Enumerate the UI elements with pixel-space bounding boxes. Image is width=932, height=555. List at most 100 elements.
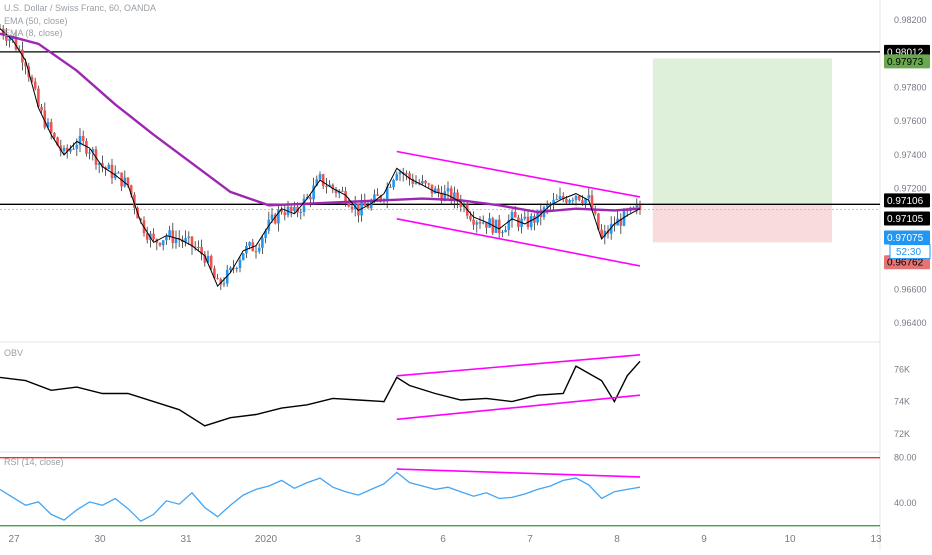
candle-down bbox=[638, 205, 642, 210]
candle-up bbox=[264, 230, 267, 238]
candle-down bbox=[30, 77, 34, 82]
stop-zone bbox=[652, 204, 832, 243]
candle-down bbox=[190, 236, 194, 247]
obv-line bbox=[0, 360, 641, 427]
price-axis: 0.98200 0.97800 0.97600 0.97400 0.97200 0.966… bbox=[884, 15, 931, 508]
candle-up bbox=[257, 247, 261, 252]
candle-up bbox=[270, 214, 274, 220]
candle-up bbox=[446, 188, 450, 192]
price-tick-label: 0.97200 bbox=[894, 184, 927, 194]
candle-up bbox=[501, 232, 504, 234]
candle-down bbox=[430, 184, 434, 194]
horizontal-levels bbox=[0, 51, 880, 210]
candle-up bbox=[453, 192, 456, 202]
candle-down bbox=[216, 278, 219, 280]
candle-up bbox=[328, 184, 331, 187]
candle-up bbox=[72, 148, 75, 150]
candle-down bbox=[59, 145, 63, 152]
candle-up bbox=[11, 38, 15, 40]
candle-down bbox=[81, 135, 85, 142]
price-tick-label: 0.98200 bbox=[894, 15, 927, 25]
time-tick-label: 6 bbox=[440, 534, 446, 545]
candle-down bbox=[309, 196, 312, 200]
candle-up bbox=[229, 267, 232, 270]
candle-up bbox=[369, 201, 373, 209]
candle-down bbox=[145, 233, 149, 240]
candle-up bbox=[574, 195, 578, 200]
candle-up bbox=[318, 174, 322, 180]
candle-up bbox=[507, 220, 511, 231]
rsi-tick-label: 40.00 bbox=[894, 498, 917, 508]
time-tick-label: 10 bbox=[784, 534, 796, 545]
obv-trendline-lower bbox=[396, 394, 641, 421]
ema8-line bbox=[0, 28, 641, 287]
candle-up bbox=[117, 172, 120, 174]
candle-down bbox=[590, 195, 594, 210]
time-tick-label: 3 bbox=[355, 534, 361, 545]
price-tick-label: 0.96600 bbox=[894, 285, 927, 295]
candle-down bbox=[424, 180, 427, 184]
candle-down bbox=[139, 218, 143, 221]
candle-down bbox=[213, 268, 216, 279]
candle-down bbox=[341, 190, 344, 192]
candle-down bbox=[49, 122, 53, 134]
price-tag-label: 0.97075 bbox=[887, 233, 924, 244]
candle-up bbox=[88, 152, 91, 154]
candle-down bbox=[411, 178, 415, 184]
candle-up bbox=[168, 230, 171, 237]
candle-up bbox=[373, 194, 376, 202]
candle-up bbox=[587, 195, 591, 199]
candle-down bbox=[427, 183, 431, 185]
candle-down bbox=[40, 107, 43, 111]
candle-up bbox=[187, 236, 191, 239]
candle-up bbox=[475, 222, 479, 225]
candle-down bbox=[565, 199, 568, 203]
moving-averages bbox=[0, 28, 641, 287]
candle-down bbox=[632, 207, 635, 209]
time-tick-label: 27 bbox=[8, 534, 20, 545]
candle-down bbox=[408, 173, 411, 179]
candle-down bbox=[65, 147, 69, 152]
candle-up bbox=[421, 180, 424, 184]
price-tick-label: 0.97600 bbox=[894, 116, 927, 126]
rsi-line bbox=[0, 471, 641, 522]
candle-down bbox=[203, 254, 207, 263]
candle-down bbox=[363, 201, 367, 206]
ema50-line bbox=[0, 32, 641, 214]
candle-down bbox=[152, 233, 155, 240]
candle-down bbox=[366, 205, 370, 209]
time-tick-label: 8 bbox=[614, 534, 620, 545]
candle-up bbox=[395, 174, 399, 181]
time-tick-label: 30 bbox=[94, 534, 106, 545]
candle-up bbox=[571, 199, 575, 201]
time-tick-label: 9 bbox=[701, 534, 707, 545]
rsi-panel bbox=[0, 456, 880, 527]
candle-up bbox=[494, 219, 498, 233]
candle-up bbox=[97, 162, 101, 165]
candle-up bbox=[635, 205, 639, 208]
candle-up bbox=[8, 38, 11, 41]
candle-up bbox=[75, 144, 79, 149]
candle-down bbox=[600, 229, 603, 237]
candle-up bbox=[443, 191, 447, 201]
candle-down bbox=[126, 177, 130, 186]
candle-down bbox=[289, 206, 293, 212]
candle-down bbox=[459, 201, 463, 207]
candle-up bbox=[302, 198, 306, 212]
obv-trendline-upper bbox=[396, 354, 641, 377]
candle-down bbox=[158, 242, 162, 246]
price-tag-entry-line bbox=[884, 193, 930, 208]
candle-up bbox=[161, 240, 165, 246]
candle-down bbox=[325, 186, 328, 188]
candle-down bbox=[129, 185, 133, 195]
candle-up bbox=[545, 205, 549, 208]
candle-up bbox=[392, 180, 395, 188]
candle-down bbox=[171, 230, 175, 244]
candle-up bbox=[315, 179, 319, 186]
target-zone bbox=[652, 58, 832, 205]
time-tick-label: 13 bbox=[870, 534, 882, 545]
candle-up bbox=[481, 222, 485, 224]
candle-up bbox=[197, 246, 200, 248]
